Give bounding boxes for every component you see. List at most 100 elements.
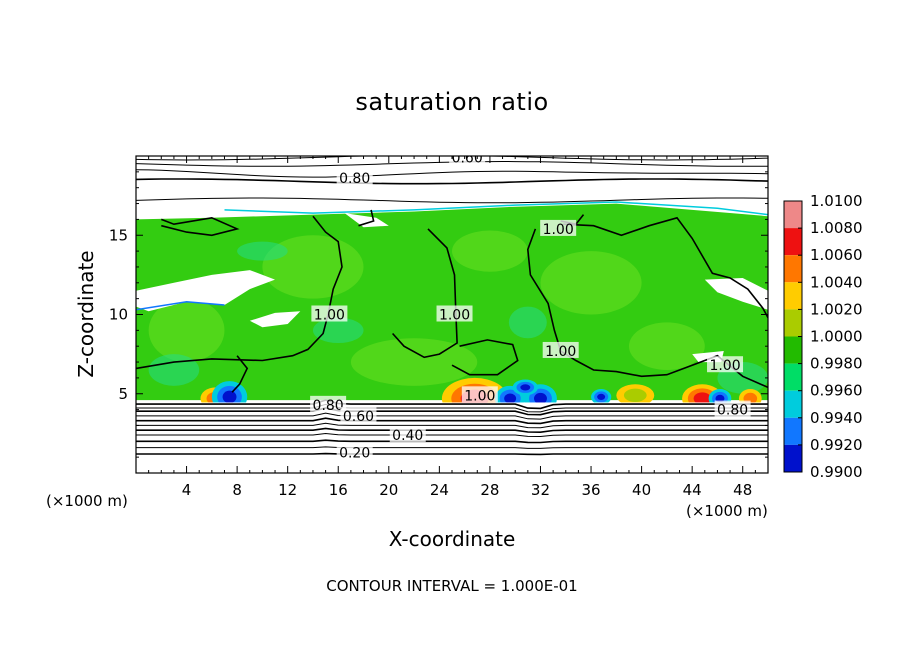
x-tick-label: 4 [182, 481, 192, 499]
contour-label-bg [310, 395, 347, 412]
field-patch [148, 298, 225, 363]
contour-line [563, 216, 768, 319]
colorbar-swatch [784, 309, 802, 337]
chart-title: saturation ratio [355, 88, 549, 116]
contour-line [451, 339, 519, 376]
colorbar-label: 1.0000 [810, 328, 863, 346]
contour-line [136, 439, 768, 444]
contour-label: 0.60 [452, 151, 483, 167]
y-tick-label: 15 [109, 226, 128, 244]
contour-label: 1.00 [314, 308, 345, 324]
heatmap-field: 0.600.801.001.00 1.001.001.001.000.800.60… [136, 151, 768, 473]
contour-label-bg [542, 341, 579, 358]
contour-label-bg [436, 305, 473, 322]
contour-label-bg [389, 425, 426, 442]
field-patch [148, 354, 200, 386]
contour-label: 1.00 [543, 222, 574, 238]
x-tick-label: 44 [683, 481, 702, 499]
contour-line [136, 446, 768, 449]
contour-interval-note: CONTOUR INTERVAL = 1.000E-01 [326, 577, 578, 595]
contour-label-bg [714, 400, 751, 417]
field-cold-blob [520, 384, 531, 391]
x-tick-label: 24 [430, 481, 449, 499]
contour-label: 1.00 [545, 344, 576, 360]
colorbar-swatch [784, 444, 802, 472]
y-tick-label: 5 [118, 385, 128, 403]
colorbar: 1.0100 1.0080 1.0060 1.0040 1.0020 1.0000 0.99… [783, 192, 863, 481]
colorbar-swatch [784, 390, 802, 418]
contour-label-bg [461, 386, 498, 403]
x-axis-label: X-coordinate [388, 527, 516, 551]
colorbar-label: 0.9920 [810, 436, 863, 454]
contour-label-bg [707, 356, 744, 373]
contour-label: 0.40 [392, 428, 423, 444]
x-tick-label: 28 [480, 481, 499, 499]
y-tick-label: 10 [109, 306, 128, 324]
field-warm-blob [623, 388, 647, 402]
x-tick-label: 12 [278, 481, 297, 499]
field-cold-blob [222, 390, 237, 404]
colorbar-swatch [784, 255, 802, 283]
contour-line [136, 432, 768, 438]
contour-line [136, 399, 768, 410]
contour-line [161, 216, 240, 237]
x-tick-label: 8 [232, 481, 242, 499]
contour-line [136, 403, 768, 413]
contour-line [136, 407, 768, 416]
contour-label-bg [336, 443, 373, 460]
field-lower-mask [136, 402, 768, 473]
contour-line [136, 412, 768, 420]
contour-label: 0.20 [339, 445, 370, 461]
colorbar-label: 1.0060 [810, 246, 863, 264]
y-axis-label: Z-coordinate [74, 250, 98, 378]
field-patch [508, 306, 547, 339]
contour-label: 0.80 [339, 171, 370, 187]
field-unsaturated-patch [704, 278, 768, 310]
contour-labels: 0.600.801.001.00 1.001.001.001.000.800.60… [310, 151, 751, 461]
colorbar-swatch [784, 201, 802, 229]
field-warm-blob [693, 392, 711, 405]
colorbar-label: 0.9900 [810, 463, 863, 481]
contour-label-bg [449, 156, 486, 165]
contour-label: 0.60 [343, 409, 374, 425]
field-unsaturated-patch [344, 213, 389, 228]
colorbar-label: 1.0040 [810, 273, 863, 291]
colorbar-label: 0.9980 [810, 355, 863, 373]
colorbar-label: 0.9960 [810, 382, 863, 400]
field-unsaturated-patch [249, 311, 301, 328]
x-axis-unit-right: (×1000 m) [686, 502, 768, 520]
contour-lines [136, 156, 768, 456]
x-tick-label: 48 [733, 481, 752, 499]
contour-label-bg [311, 305, 348, 322]
colorbar-swatch [784, 282, 802, 310]
contour-line [136, 417, 768, 425]
x-tick-label: 36 [581, 481, 600, 499]
contour-line [136, 156, 768, 161]
contour-label-bg [336, 169, 373, 186]
x-tick-label: 20 [379, 481, 398, 499]
x-tick-label: 16 [329, 481, 348, 499]
contour-line [136, 427, 768, 434]
colorbar-swatch [784, 363, 802, 391]
contour-line [392, 228, 458, 359]
colorbar-label: 1.0100 [810, 192, 863, 210]
contour-line [136, 169, 768, 178]
x-tick-label: 32 [531, 481, 550, 499]
colorbar-swatch [784, 417, 802, 445]
x-tick-label: 40 [632, 481, 651, 499]
x-axis-unit-left: (×1000 m) [46, 492, 128, 510]
field-cold-blob [715, 394, 725, 403]
contour-line [231, 355, 249, 393]
field-patch [540, 251, 642, 315]
contour-label: 1.00 [464, 388, 495, 404]
field-patch [350, 338, 478, 386]
contour-label: 0.80 [717, 403, 748, 419]
contour-label-bg [340, 406, 377, 423]
contour-line [136, 422, 768, 429]
contour-label: 0.80 [313, 398, 344, 414]
field-cold-blob [504, 393, 517, 404]
field-edge [136, 301, 225, 311]
colorbar-swatch [784, 336, 802, 364]
contour-line [136, 452, 768, 456]
contour-label: 1.00 [709, 358, 740, 374]
